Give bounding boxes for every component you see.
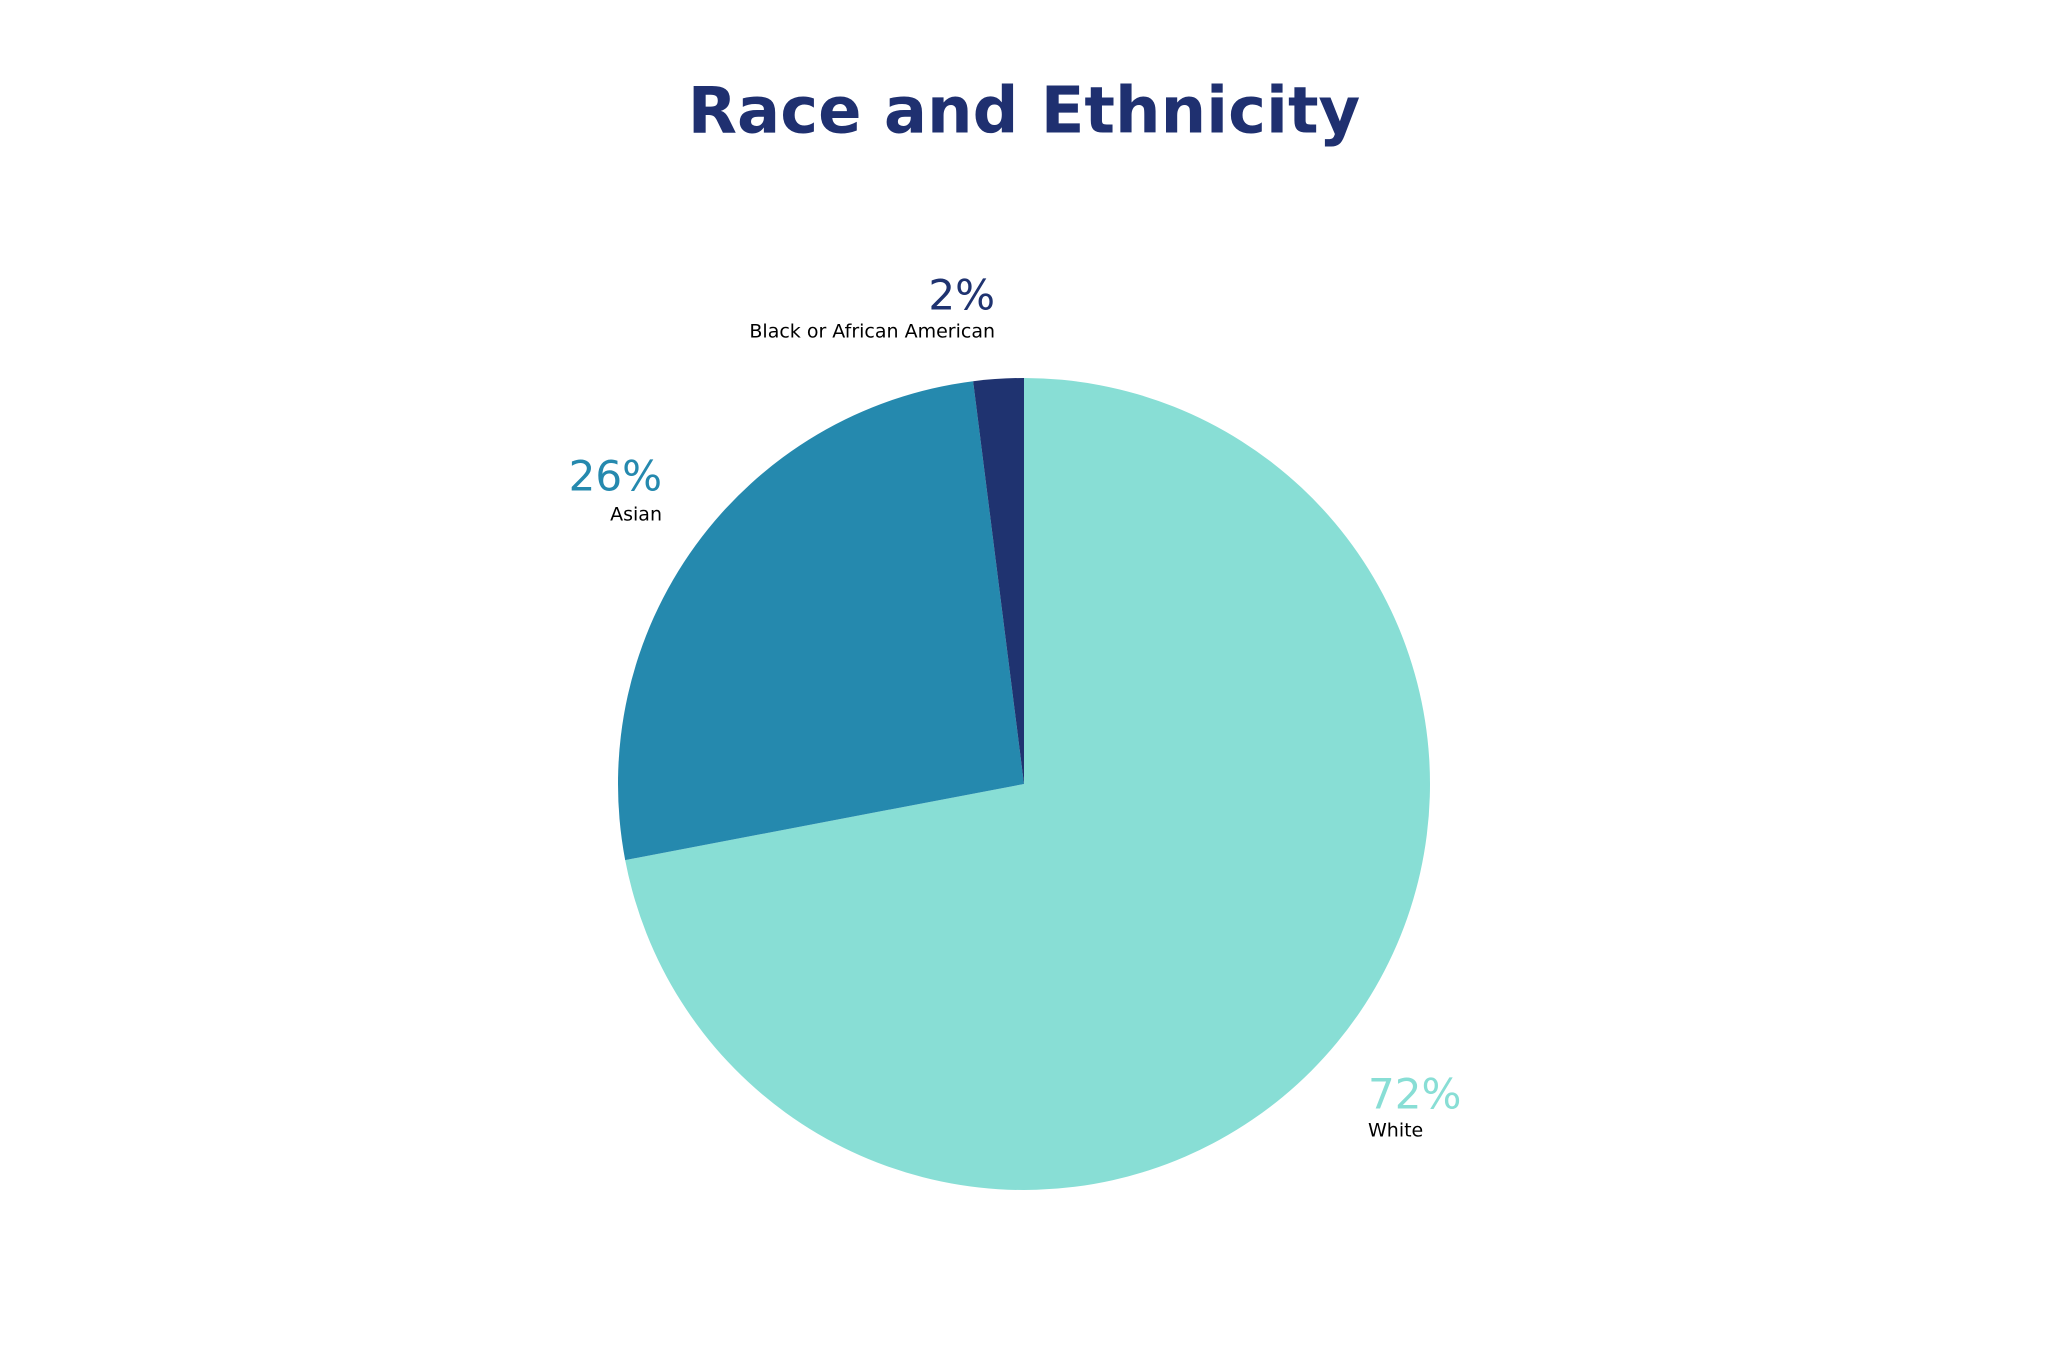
value-label: 72% [1368, 1070, 1461, 1119]
pie-slice [973, 378, 1024, 784]
value-label: 2% [928, 271, 995, 320]
pie-slice [625, 378, 1431, 1190]
value-label: 26% [569, 452, 662, 501]
category-label: White [1368, 1120, 1423, 1142]
category-label: Asian [610, 504, 662, 526]
category-label: Black or African American [749, 321, 995, 343]
chart-title: Race and Ethnicity [688, 75, 1361, 149]
pie-slice [617, 381, 1024, 861]
